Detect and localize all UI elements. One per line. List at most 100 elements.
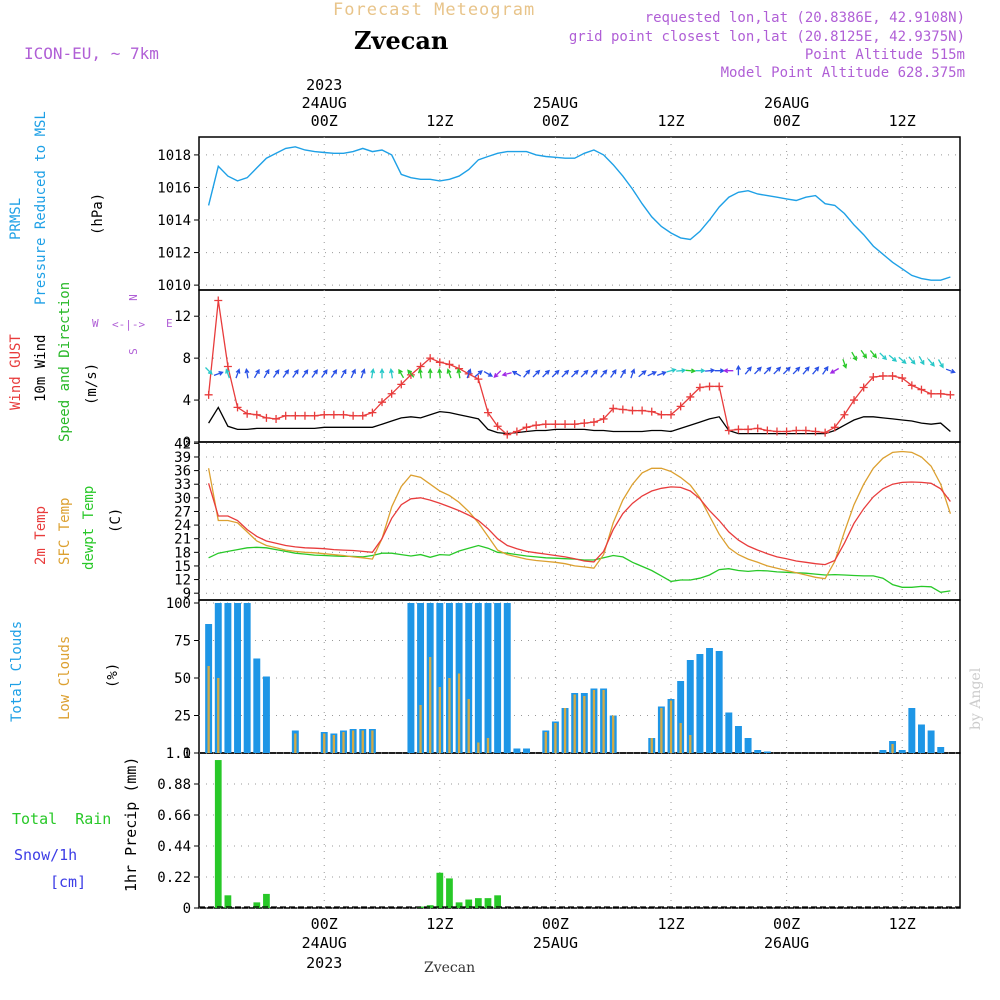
wind-direction-arrow [398,368,405,379]
total-cloud-bar [937,747,945,753]
wind-direction-arrow [666,367,677,373]
ytick-label-temperature: 42 [174,436,191,452]
ytick-label-temperature: 21 [174,532,191,548]
wind-direction-arrow [437,368,443,379]
gust-marker [416,362,425,371]
compass-line: <-|-> [112,318,146,331]
wind-direction-arrow [610,369,617,378]
ytick-label-temperature: 30 [174,491,191,507]
total-cloud-bar [436,603,444,753]
total-cloud-bar [465,603,473,753]
wind-direction-arrow [551,369,560,378]
bottom-date-label: 26AUG [764,934,809,952]
top-time-label: 00Z [311,112,338,130]
wind-direction-arrow [474,370,483,378]
wind-direction-arrow [205,367,213,375]
low-cloud-bar [351,730,355,753]
gust-marker [378,398,387,407]
gust-marker [493,422,502,431]
gust-marker [589,418,598,427]
gust-marker [763,426,772,435]
precip-bar [484,898,492,908]
gust-marker [840,410,849,419]
total-cloud-bar [224,603,232,753]
low-cloud-bar [660,708,663,753]
wind-direction-arrow [879,352,888,361]
gust-marker [339,410,348,419]
gust-marker [753,424,762,433]
low-cloud-bar [554,723,557,753]
gust-marker [532,421,541,430]
top-time-label: 12Z [426,112,453,130]
panel-frame-pressure [198,136,961,291]
ytick-label-temperature: 27 [174,504,191,520]
ytick-label-wind: 8 [183,351,191,367]
wind-direction-arrow [388,368,394,379]
total-cloud-bar [417,603,425,753]
gust-marker [272,414,281,423]
gust-marker [686,392,695,401]
gust-marker [358,411,367,420]
wind-direction-arrow [511,370,522,377]
gust-marker [262,413,271,422]
gust-marker [426,354,435,363]
gust-marker [917,385,926,394]
precip-bar [446,878,453,908]
ytick-label-wind: 12 [174,309,191,325]
precip-bar [253,902,261,908]
wind-direction-arrow [860,349,868,359]
gust-marker [811,427,820,436]
total-rain-legend: Total Rain [12,810,111,828]
wind-direction-arrow [829,367,840,374]
gust-marker [522,423,531,432]
total-cloud-bar [503,603,511,753]
ytick-label-precip: 0.88 [157,777,191,793]
panel-frame-clouds [198,599,961,754]
wind-direction-arrow [888,354,898,362]
ytick-label-precip: 0 [183,901,191,917]
low-cloud-bar [669,700,673,753]
bottom-time-label: 12Z [657,915,684,933]
gust-marker [946,390,955,399]
gust-marker [561,420,570,429]
model-altitude: Model Point Altitude 628.375m [720,65,965,81]
low-cloud-bar [457,673,461,753]
wind-direction-arrow [695,368,706,374]
gust-marker [859,383,868,392]
requested-coords: requested lon,lat (20.8386E, 42.9108N) [644,10,965,26]
precip-bar [426,905,434,908]
gust-marker [609,404,618,413]
wind-direction-arrow [493,370,502,378]
wind-direction-arrow [898,356,907,364]
low-cloud-bar [891,744,894,753]
precip-bar [455,902,463,908]
total-cloud-bar [725,712,733,753]
gust-marker [705,382,714,391]
precip-bar [474,898,482,908]
wind-direction-arrow [851,351,857,362]
ytick-label-pressure: 1018 [157,148,191,164]
gust-marker [387,389,396,398]
compass-east: E [166,317,173,330]
ytick-label-wind: 4 [183,393,191,409]
ytick-label-precip: 0.22 [157,870,191,886]
total-cloud-bar [754,750,762,753]
wind-direction-arrow [370,368,376,379]
gust-marker [898,374,907,383]
snow-legend: Snow/1h [14,846,78,864]
precip-bar [224,895,232,908]
wind-direction-arrow [292,369,299,378]
total-cloud-bar [763,751,771,753]
low-cloud-bar [650,738,653,753]
wind-direction-arrow [812,366,820,375]
wind-direction-arrow [330,369,338,378]
wind-direction-arrow [676,368,687,374]
total-cloud-bar [523,748,530,753]
gust-marker [320,410,329,419]
low-cloud-bar [342,732,345,753]
bottom-time-label: 12Z [426,915,453,933]
bottom-year-label: 2023 [306,954,342,972]
wind-direction-arrow [937,359,944,369]
gust-marker [223,362,232,371]
ytick-label-wind: 0 [183,435,191,451]
